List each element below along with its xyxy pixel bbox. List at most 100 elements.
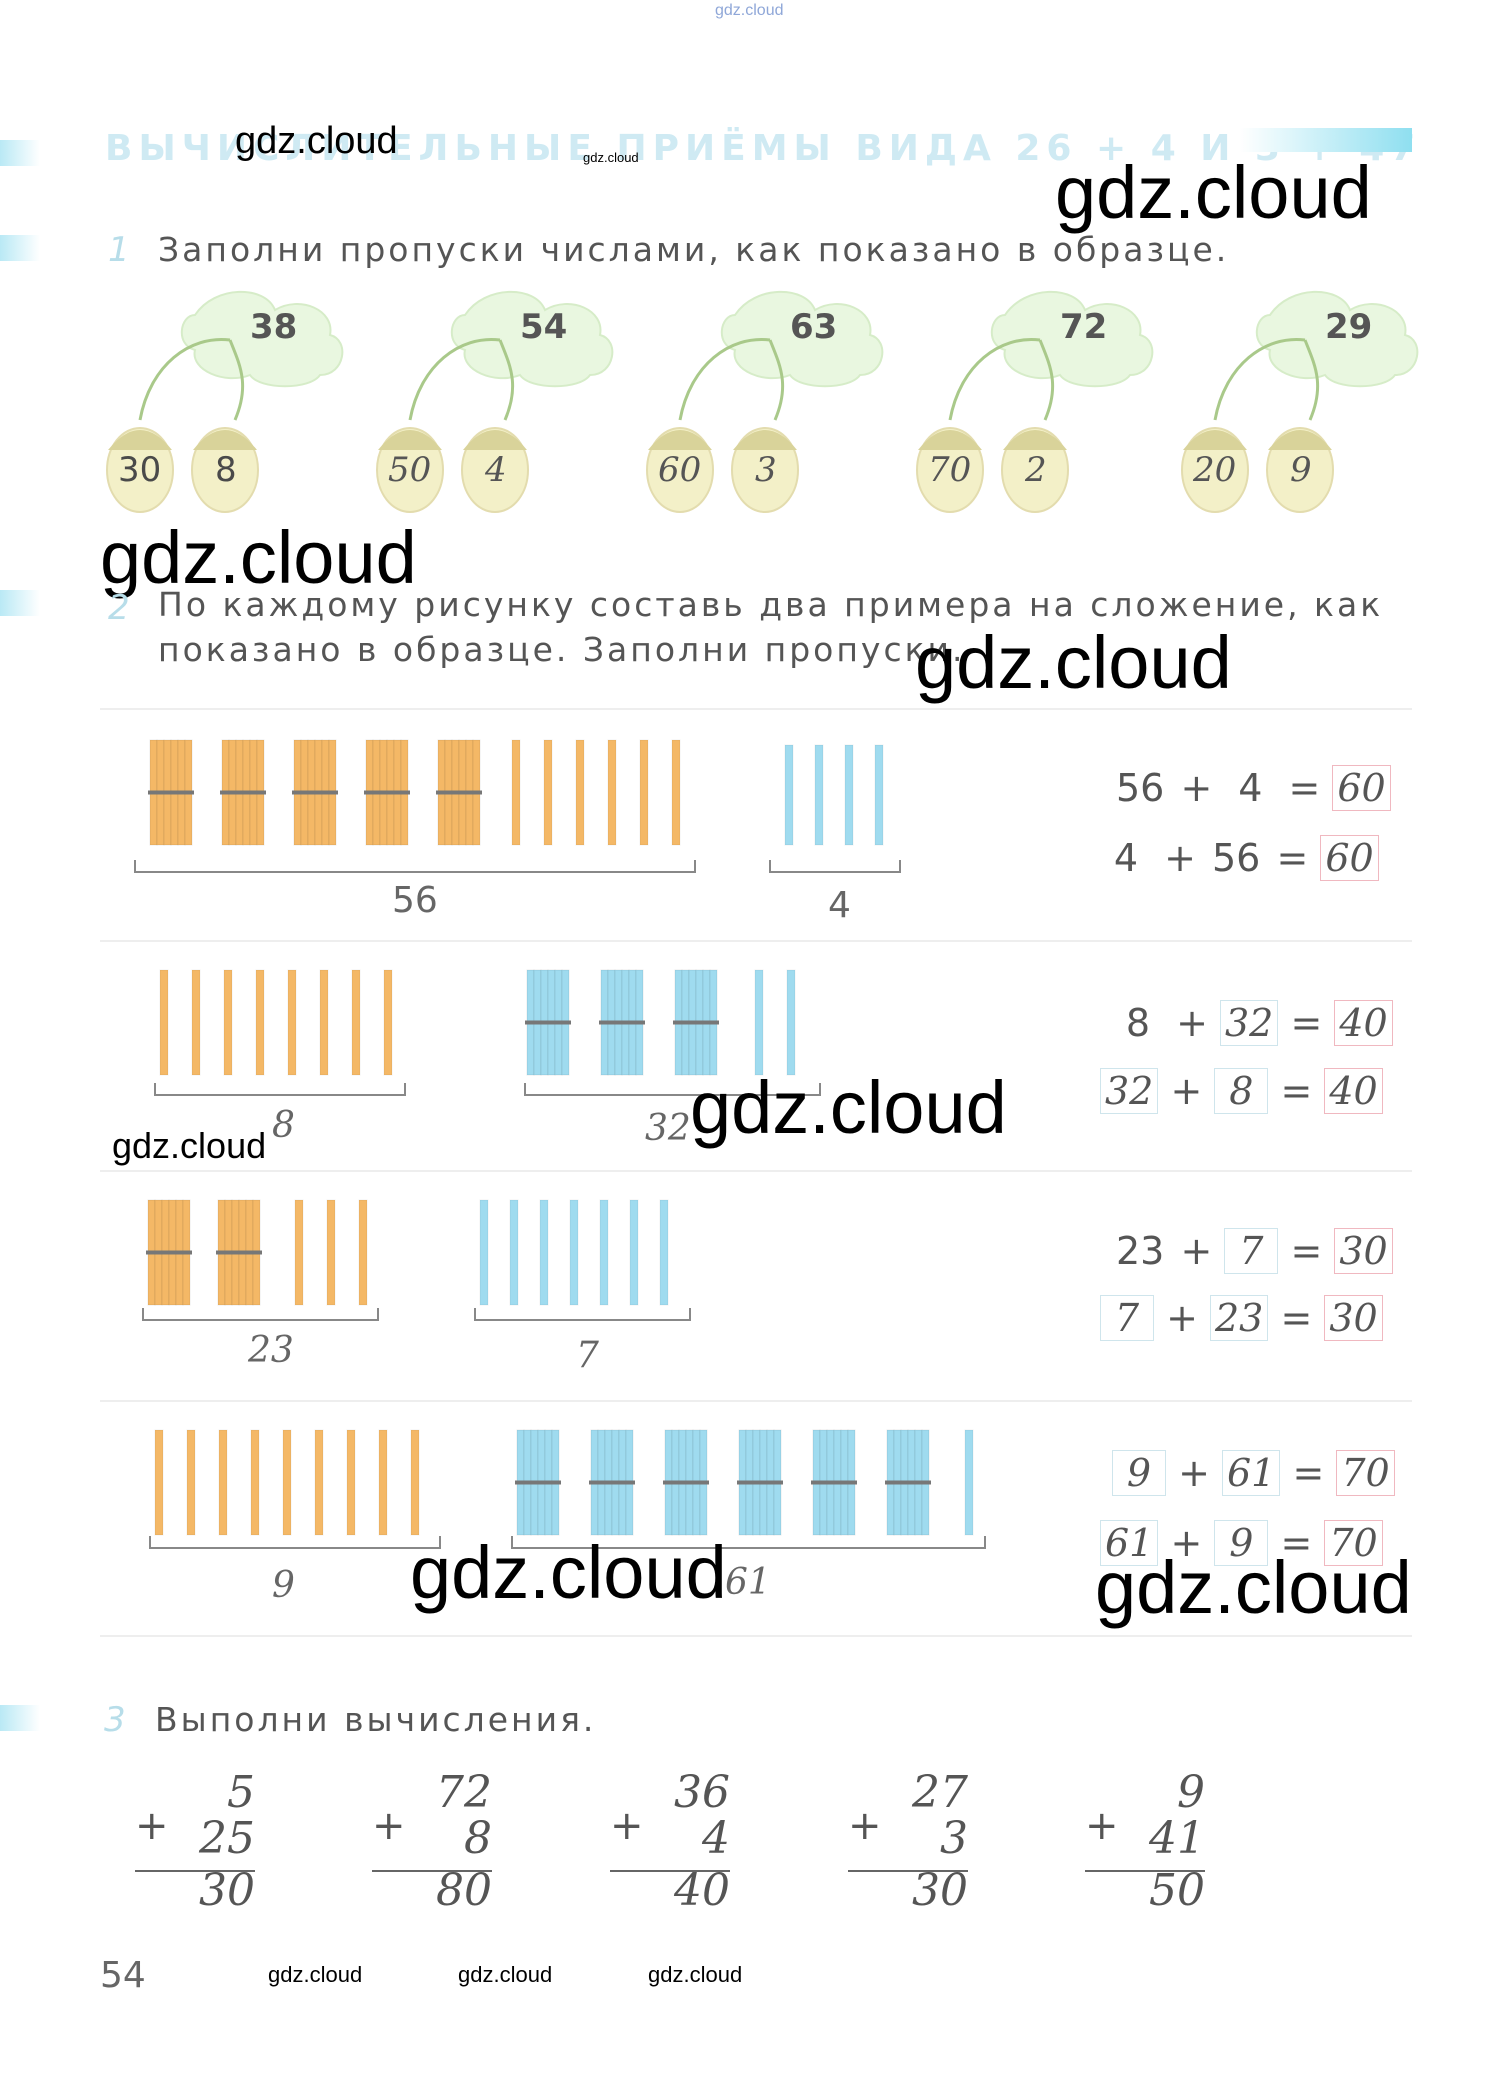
sum-answer: 30	[1324, 1295, 1383, 1341]
column-addition: +36 4 40	[610, 1767, 740, 1916]
sum-answer: 60	[1320, 835, 1379, 881]
single-stick	[786, 969, 796, 1076]
sum-answer: 30	[1334, 1228, 1393, 1274]
count-label: 7	[576, 1335, 599, 1376]
acorn-tens: 60	[658, 450, 702, 490]
side-marker	[0, 140, 40, 166]
addend-first: 56	[1116, 766, 1165, 810]
addend-first: 9	[1112, 1450, 1166, 1496]
acorn-ones: 8	[215, 450, 237, 490]
acorn-pair: 63 60 3	[640, 285, 910, 515]
single-stick	[543, 739, 553, 846]
tens-bundle	[589, 1429, 635, 1536]
task2-number: 2	[108, 588, 130, 628]
plus-sign: +	[1166, 1451, 1222, 1495]
tens-bundle	[220, 739, 266, 846]
count-label: 56	[392, 880, 438, 921]
equals-sign: =	[1278, 1001, 1335, 1045]
group-bracket	[134, 860, 696, 873]
group-bracket	[154, 1083, 406, 1096]
group-bracket	[142, 1308, 379, 1321]
single-stick	[629, 1199, 639, 1306]
row-divider	[100, 1635, 1412, 1637]
single-stick	[814, 744, 824, 846]
acorn-tens: 70	[928, 450, 972, 490]
acorn-drawing	[1181, 290, 1419, 513]
watermark: gdz.cloud	[268, 1962, 363, 1987]
addition-equation: 61 + 9 = 70	[1100, 1520, 1383, 1566]
acorn-pair: 29 20 9	[1175, 285, 1445, 515]
plus-sign: +	[1168, 1229, 1225, 1273]
single-stick	[223, 969, 233, 1076]
single-stick	[282, 1429, 292, 1536]
count-label: 8	[272, 1105, 295, 1146]
single-stick	[351, 969, 361, 1076]
row-divider	[100, 1170, 1412, 1172]
tens-bundle	[885, 1429, 931, 1536]
page-title: ВЫЧИСЛИТЕЛЬНЫЕ ПРИЁМЫ ВИДА 26 + 4 И 3 + …	[105, 128, 1422, 169]
single-stick	[964, 1429, 974, 1536]
group-bracket	[511, 1536, 986, 1549]
addend-second: 23	[1210, 1295, 1269, 1341]
addition-equation: 9 + 61 = 70	[1112, 1450, 1395, 1496]
sum-answer: 40	[1334, 1000, 1393, 1046]
task3-number: 3	[104, 1700, 126, 1740]
addition-equation: 56 + 4 = 60	[1112, 765, 1391, 811]
single-stick	[784, 744, 794, 846]
single-stick	[599, 1199, 609, 1306]
single-stick	[874, 744, 884, 846]
sum-result: 40	[674, 1865, 730, 1916]
column-addition: +9 41 50	[1085, 1767, 1215, 1916]
title-bar	[1240, 128, 1412, 152]
single-stick	[250, 1429, 260, 1536]
single-stick	[479, 1199, 489, 1306]
addend-second: 32	[1220, 1000, 1279, 1046]
plus-sign: +	[1085, 1803, 1119, 1849]
addend-first: 23	[1116, 1229, 1165, 1273]
single-stick	[575, 739, 585, 846]
plus-sign: +	[848, 1803, 882, 1849]
watermark: gdz.cloud	[915, 621, 1232, 704]
single-stick	[191, 969, 201, 1076]
watermark: gdz.cloud	[1095, 1546, 1412, 1629]
row-divider	[100, 940, 1412, 942]
addend-bottom: 3	[940, 1813, 968, 1864]
column-addition: +72 8 80	[372, 1767, 502, 1916]
plus-sign: +	[1164, 1001, 1220, 1045]
watermark: gdz.cloud	[235, 120, 398, 162]
single-stick	[319, 969, 329, 1076]
tens-bundle	[436, 739, 482, 846]
acorn-pair: 54 50 4	[370, 285, 640, 515]
acorn-ones: 9	[1290, 450, 1312, 490]
single-stick	[383, 969, 393, 1076]
acorn-pair: 72 70 2	[910, 285, 1180, 515]
acorn-ones: 4	[485, 450, 507, 490]
single-stick	[255, 969, 265, 1076]
sum-line	[610, 1870, 730, 1872]
tens-bundle	[146, 1199, 192, 1306]
count-label: 9	[272, 1565, 295, 1606]
addend-first: 61	[1100, 1520, 1159, 1566]
count-label: 4	[828, 885, 851, 926]
addend-first: 4	[1113, 836, 1139, 880]
addition-equation: 32 + 8 = 40	[1100, 1068, 1383, 1114]
sum-answer: 60	[1332, 765, 1391, 811]
equals-sign: =	[1268, 1069, 1325, 1113]
sum-answer: 40	[1324, 1068, 1383, 1114]
addition-equation: 7 + 23 = 30	[1100, 1295, 1383, 1341]
task1-number: 1	[108, 230, 130, 270]
addend-second: 9	[1214, 1520, 1269, 1566]
tens-bundle	[673, 969, 719, 1076]
equals-sign: =	[1280, 1451, 1337, 1495]
addend-top: 72	[436, 1767, 492, 1818]
group-bracket	[149, 1536, 441, 1549]
plus-sign: +	[1158, 1069, 1215, 1113]
plus-sign: +	[1168, 766, 1225, 810]
tens-bundle	[148, 739, 194, 846]
addend-first: 8	[1125, 1001, 1151, 1045]
count-label: 32	[645, 1108, 691, 1149]
addend-bottom: 41	[1149, 1813, 1205, 1864]
group-bracket	[524, 1083, 821, 1096]
addend-second: 56	[1212, 836, 1261, 880]
